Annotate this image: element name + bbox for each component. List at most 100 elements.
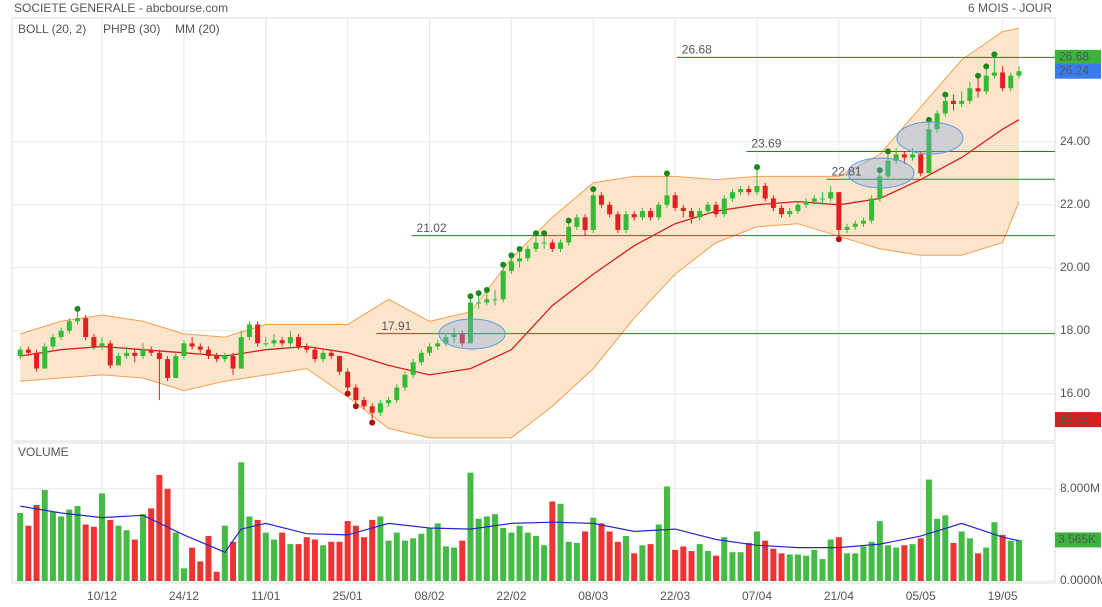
candle-body — [787, 211, 793, 215]
volume-bar — [131, 539, 138, 581]
candle-body — [680, 207, 686, 212]
volume-bar — [860, 546, 867, 581]
volume-bar — [148, 508, 155, 581]
volume-bar — [745, 542, 752, 581]
volume-bar — [483, 516, 490, 581]
price-marker-label: 26.68 — [1059, 50, 1089, 64]
candle-body — [795, 204, 801, 212]
x-tick-label: 05/05 — [906, 589, 936, 603]
price-marker-label: 15.18 — [1059, 412, 1089, 426]
candle-body — [99, 343, 105, 347]
volume-bar — [647, 544, 654, 581]
candle-body — [165, 359, 171, 379]
candle-body — [443, 337, 449, 344]
volume-marker — [1055, 532, 1101, 548]
highlight-ellipse — [847, 157, 915, 189]
phpb-low-dot — [835, 236, 842, 243]
candle-body — [328, 352, 334, 356]
chart-title: SOCIETE GENERALE - abcbourse.com — [14, 1, 228, 15]
panel-title: VOLUME — [18, 445, 69, 459]
candle-body — [664, 195, 670, 205]
candle-body — [263, 343, 269, 345]
volume-bar — [270, 539, 277, 581]
candle-body — [418, 352, 424, 363]
volume-bar — [1007, 540, 1014, 581]
volume-bar — [582, 531, 589, 581]
candle-body — [353, 387, 359, 401]
phpb-high-dot — [74, 305, 81, 312]
level-label: 23.69 — [751, 137, 781, 151]
candle-body — [296, 337, 302, 347]
volume-bar — [729, 552, 736, 581]
candle-body — [942, 100, 948, 114]
y-tick-label: 20.00 — [1060, 260, 1090, 274]
volume-bar — [320, 545, 327, 581]
candle-body — [566, 226, 572, 243]
candle-body — [672, 195, 678, 208]
candle-body — [713, 204, 719, 215]
candle-body — [230, 355, 236, 369]
candle-body — [525, 248, 531, 259]
candle-body — [705, 204, 711, 212]
volume-bar — [418, 533, 425, 581]
volume-bar — [631, 553, 638, 581]
volume-bar — [287, 544, 294, 581]
phpb-high-dot — [983, 63, 990, 70]
volume-bar — [25, 525, 32, 581]
phpb-high-dot — [590, 186, 597, 193]
phpb-low-dot — [352, 403, 359, 410]
x-tick-label: 11/01 — [251, 589, 280, 603]
volume-bar — [393, 532, 400, 581]
candle-body — [205, 349, 211, 356]
phpb-high-dot — [475, 290, 482, 297]
candle-body — [893, 154, 899, 161]
volume-bar — [573, 542, 580, 581]
candle-body — [181, 343, 187, 356]
volume-panel — [11, 442, 1056, 584]
candle-body — [533, 242, 539, 249]
volume-bar — [884, 545, 891, 581]
volume-bar — [311, 539, 318, 581]
x-tick-label: 19/05 — [988, 589, 1018, 603]
candle-body — [107, 343, 113, 366]
candle-body — [582, 217, 588, 230]
volume-bar — [794, 554, 801, 581]
candle-body — [721, 198, 727, 215]
phpb-high-dot — [483, 286, 490, 293]
candle-body — [803, 201, 809, 205]
volume-bar — [680, 546, 687, 581]
volume-bar — [934, 518, 941, 581]
volume-bar — [172, 532, 179, 581]
phpb-high-dot — [565, 217, 572, 224]
volume-bar — [598, 523, 605, 581]
candle-body — [541, 242, 547, 244]
candle-body — [754, 185, 760, 193]
phpb-high-dot — [516, 246, 523, 253]
candle-body — [271, 340, 277, 344]
candle-body — [484, 299, 490, 303]
candle-body — [17, 349, 23, 356]
phpb-high-dot — [876, 167, 883, 174]
volume-bar — [737, 552, 744, 581]
volume-bar — [524, 532, 531, 581]
candle-body — [959, 100, 965, 104]
candle-body — [1016, 71, 1022, 76]
candle-body — [66, 321, 72, 331]
volume-bar — [254, 519, 261, 581]
volume-bar — [991, 522, 998, 581]
volume-bar — [958, 531, 965, 581]
candle-body — [738, 189, 744, 193]
phpb-high-dot — [925, 116, 932, 123]
candle-body — [811, 198, 817, 202]
candle-body — [255, 324, 261, 344]
volume-bar — [295, 544, 302, 581]
volume-bar — [99, 493, 106, 581]
price-marker — [1055, 49, 1101, 65]
volume-bar — [230, 541, 237, 581]
volume-bar — [500, 527, 507, 581]
volume-bar — [180, 568, 187, 581]
candle-body — [967, 88, 973, 101]
candle-body — [361, 400, 367, 407]
candle-body — [451, 333, 457, 338]
volume-bar — [942, 515, 949, 581]
